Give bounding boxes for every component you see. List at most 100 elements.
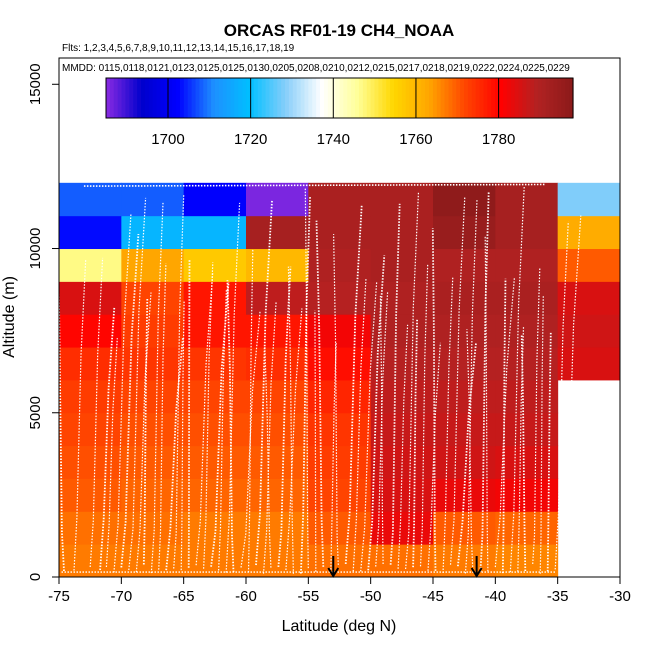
colorbar-swatch bbox=[410, 78, 414, 118]
colorbar-swatch bbox=[180, 78, 184, 118]
heatmap-cell bbox=[59, 347, 122, 380]
heatmap-cell bbox=[371, 183, 434, 216]
colorbar-swatch bbox=[153, 78, 157, 118]
heatmap-cell bbox=[246, 413, 309, 446]
colorbar-swatch bbox=[308, 78, 312, 118]
x-axis: -75 -70 -65 -60 -55 -50 -45 -40 -35 -30 bbox=[48, 577, 631, 605]
colorbar-swatch bbox=[172, 78, 176, 118]
colorbar-swatch bbox=[285, 78, 289, 118]
colorbar-tick-label: 1740 bbox=[317, 131, 350, 148]
heatmap-cell bbox=[308, 216, 371, 249]
colorbar-swatch bbox=[371, 78, 375, 118]
colorbar-swatch bbox=[118, 78, 122, 118]
colorbar-swatch bbox=[503, 78, 507, 118]
heatmap-cell bbox=[59, 183, 122, 216]
y-tick-label: 0 bbox=[27, 573, 44, 581]
colorbar-swatch bbox=[269, 78, 273, 118]
colorbar-swatch bbox=[207, 78, 211, 118]
heatmap-cell bbox=[184, 478, 247, 511]
colorbar-swatch bbox=[565, 78, 569, 118]
colorbar-swatch bbox=[460, 78, 464, 118]
colorbar-swatch bbox=[149, 78, 153, 118]
colorbar-swatch bbox=[472, 78, 476, 118]
colorbar-tick-label: 1780 bbox=[482, 131, 515, 148]
heatmap-cell bbox=[59, 380, 122, 413]
colorbar-swatch bbox=[211, 78, 215, 118]
heatmap-cell bbox=[184, 183, 247, 216]
colorbar-swatch bbox=[347, 78, 351, 118]
colorbar-swatch bbox=[281, 78, 285, 118]
colorbar-swatch bbox=[476, 78, 480, 118]
x-tick-label: -30 bbox=[609, 588, 631, 605]
heatmap-cell bbox=[121, 446, 184, 479]
y-axis-label: Altitude (m) bbox=[1, 276, 18, 358]
heatmap-cell bbox=[495, 281, 558, 314]
heatmap-cell bbox=[495, 183, 558, 216]
colorbar-swatch bbox=[266, 78, 270, 118]
x-tick-label: -70 bbox=[110, 588, 132, 605]
heatmap-cell bbox=[246, 183, 309, 216]
colorbar-swatch bbox=[234, 78, 238, 118]
heatmap-cell bbox=[308, 380, 371, 413]
colorbar-swatch bbox=[238, 78, 242, 118]
colorbar-swatch bbox=[546, 78, 550, 118]
colorbar-swatch bbox=[316, 78, 320, 118]
colorbar-swatch bbox=[406, 78, 410, 118]
colorbar-swatch bbox=[398, 78, 402, 118]
colorbar-swatch bbox=[468, 78, 472, 118]
colorbar-tick-label: 1760 bbox=[399, 131, 432, 148]
chart-subtitle-dates: MMDD: 0115,0118,0121,0123,0125,0125,0130… bbox=[62, 63, 570, 74]
heatmap-cell bbox=[371, 281, 434, 314]
x-tick-label: -45 bbox=[422, 588, 444, 605]
heatmap-cell bbox=[308, 446, 371, 479]
heatmap-cell bbox=[246, 216, 309, 249]
colorbar-swatch bbox=[367, 78, 371, 118]
colorbar-swatch bbox=[304, 78, 308, 118]
heatmap-cell bbox=[246, 380, 309, 413]
colorbar-swatch bbox=[199, 78, 203, 118]
colorbar-swatch bbox=[328, 78, 332, 118]
heatmap-cell bbox=[121, 511, 184, 544]
heatmap-cell bbox=[59, 281, 122, 314]
colorbar-swatch bbox=[160, 78, 164, 118]
colorbar-swatch bbox=[215, 78, 219, 118]
colorbar-swatch bbox=[184, 78, 188, 118]
colorbar-swatch bbox=[487, 78, 491, 118]
colorbar-swatch bbox=[110, 78, 114, 118]
heatmap-cell bbox=[246, 314, 309, 347]
colorbar-swatch bbox=[196, 78, 200, 118]
heatmap-cell bbox=[121, 183, 184, 216]
heatmap-cell bbox=[184, 413, 247, 446]
x-tick-label: -55 bbox=[297, 588, 319, 605]
colorbar-swatch bbox=[390, 78, 394, 118]
heatmap-cell bbox=[308, 478, 371, 511]
colorbar-swatch bbox=[122, 78, 126, 118]
x-tick-label: -60 bbox=[235, 588, 257, 605]
colorbar-swatch bbox=[176, 78, 180, 118]
colorbar-swatch bbox=[324, 78, 328, 118]
colorbar-swatch bbox=[340, 78, 344, 118]
colorbar-swatch bbox=[332, 78, 336, 118]
colorbar-swatch bbox=[429, 78, 433, 118]
heatmap-cell bbox=[558, 183, 621, 216]
colorbar-swatch bbox=[519, 78, 523, 118]
heatmap-cell bbox=[184, 347, 247, 380]
colorbar-tick-label: 1720 bbox=[234, 131, 267, 148]
colorbar-swatch bbox=[277, 78, 281, 118]
colorbar-swatch bbox=[137, 78, 141, 118]
colorbar-swatch bbox=[188, 78, 192, 118]
y-tick-label: 15000 bbox=[27, 63, 44, 105]
colorbar-swatch bbox=[242, 78, 246, 118]
colorbar-swatch bbox=[464, 78, 468, 118]
y-axis: 0 5000 10000 15000 bbox=[27, 63, 59, 581]
heatmap-cell bbox=[371, 314, 434, 347]
colorbar-swatch bbox=[445, 78, 449, 118]
colorbar-swatch bbox=[114, 78, 118, 118]
colorbar-swatch bbox=[106, 78, 110, 118]
colorbar-swatch bbox=[273, 78, 277, 118]
colorbar-swatch bbox=[441, 78, 445, 118]
heatmap-cell bbox=[59, 314, 122, 347]
heatmap-cell bbox=[121, 380, 184, 413]
heatmap-cell bbox=[558, 347, 621, 380]
colorbar-swatch bbox=[530, 78, 534, 118]
